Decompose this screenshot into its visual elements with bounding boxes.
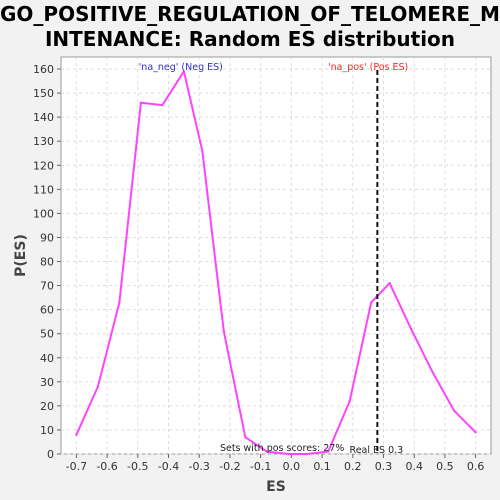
- y-tick-label: 10: [40, 424, 54, 437]
- x-tick-label: 0.0: [283, 460, 301, 473]
- data-point: [161, 103, 164, 107]
- x-tick-label: 0.5: [436, 460, 454, 473]
- y-tick-label: 150: [33, 87, 54, 100]
- series-line: [75, 70, 477, 455]
- data-point: [222, 330, 225, 333]
- y-tick-label: 140: [33, 111, 54, 124]
- data-point: [388, 281, 391, 285]
- data-point: [305, 452, 308, 456]
- y-tick-label: 0: [47, 448, 54, 461]
- data-point: [287, 452, 290, 456]
- y-tick-label: 60: [40, 304, 54, 317]
- y-tick-label: 50: [40, 328, 54, 341]
- data-point: [96, 385, 100, 388]
- data-point: [431, 370, 434, 374]
- axes: -0.7 -0.6 -0.5 -0.4 -0.3 -0.2 -0.1 0.0 0.1 0.2 0.3…: [33, 63, 484, 473]
- y-tick-label: 20: [40, 400, 54, 413]
- data-point: [452, 409, 456, 412]
- x-tick-label: -0.7: [66, 460, 87, 473]
- x-tick-label: -0.4: [158, 460, 179, 473]
- x-tick-label: -0.1: [250, 460, 271, 473]
- y-axis-label: P(ES): [13, 234, 29, 277]
- plot-area: [60, 56, 492, 455]
- pos-es-label: 'na_pos' (Pos ES): [328, 62, 408, 73]
- y-tick-label: 120: [33, 159, 54, 172]
- y-tick-label: 40: [40, 352, 54, 365]
- data-point: [201, 149, 204, 153]
- y-tick-label: 160: [33, 63, 54, 76]
- y-tick-label: 100: [33, 207, 54, 220]
- x-tick-label: -0.6: [96, 460, 117, 473]
- data-point: [265, 450, 268, 453]
- series-layer: [75, 70, 477, 456]
- neg-es-label: 'na_neg' (Neg ES): [139, 62, 223, 73]
- y-tick-label: 110: [33, 183, 54, 196]
- data-point: [244, 435, 247, 439]
- data-point: [327, 450, 330, 453]
- x-tick-label: 0.2: [344, 460, 362, 473]
- x-tick-label: 0.3: [375, 460, 393, 473]
- real-es-annotation: Real ES 0.3: [350, 445, 404, 456]
- x-tick-label: -0.3: [188, 460, 209, 473]
- data-point: [409, 327, 413, 331]
- y-tick-label: 80: [40, 256, 54, 269]
- data-point: [474, 431, 477, 434]
- data-point: [75, 433, 78, 436]
- data-point: [118, 301, 121, 304]
- y-tick-label: 130: [33, 135, 54, 148]
- x-axis-label: ES: [266, 479, 286, 495]
- y-tick-label: 30: [40, 376, 54, 389]
- chart-title-line-1: GO_POSITIVE_REGULATION_OF_TELOMERE_MA: [0, 2, 500, 26]
- chart-title-line-2: INTENANCE: Random ES distribution: [44, 27, 456, 51]
- x-tick-label: 0.4: [405, 460, 423, 473]
- x-tick-label: -0.5: [127, 460, 148, 473]
- x-tick-label: 0.1: [313, 460, 331, 473]
- grid-lines: [61, 57, 491, 455]
- x-tick-label: -0.2: [219, 460, 240, 473]
- data-point: [370, 301, 373, 304]
- data-point: [348, 399, 351, 403]
- pos-scores-annotation: Sets with pos scores: 27%: [220, 443, 344, 454]
- y-tick-label: 90: [40, 231, 54, 244]
- y-tick-label: 70: [40, 280, 54, 293]
- data-point: [182, 70, 186, 73]
- data-point: [139, 101, 143, 104]
- x-tick-label: 0.6: [467, 460, 485, 473]
